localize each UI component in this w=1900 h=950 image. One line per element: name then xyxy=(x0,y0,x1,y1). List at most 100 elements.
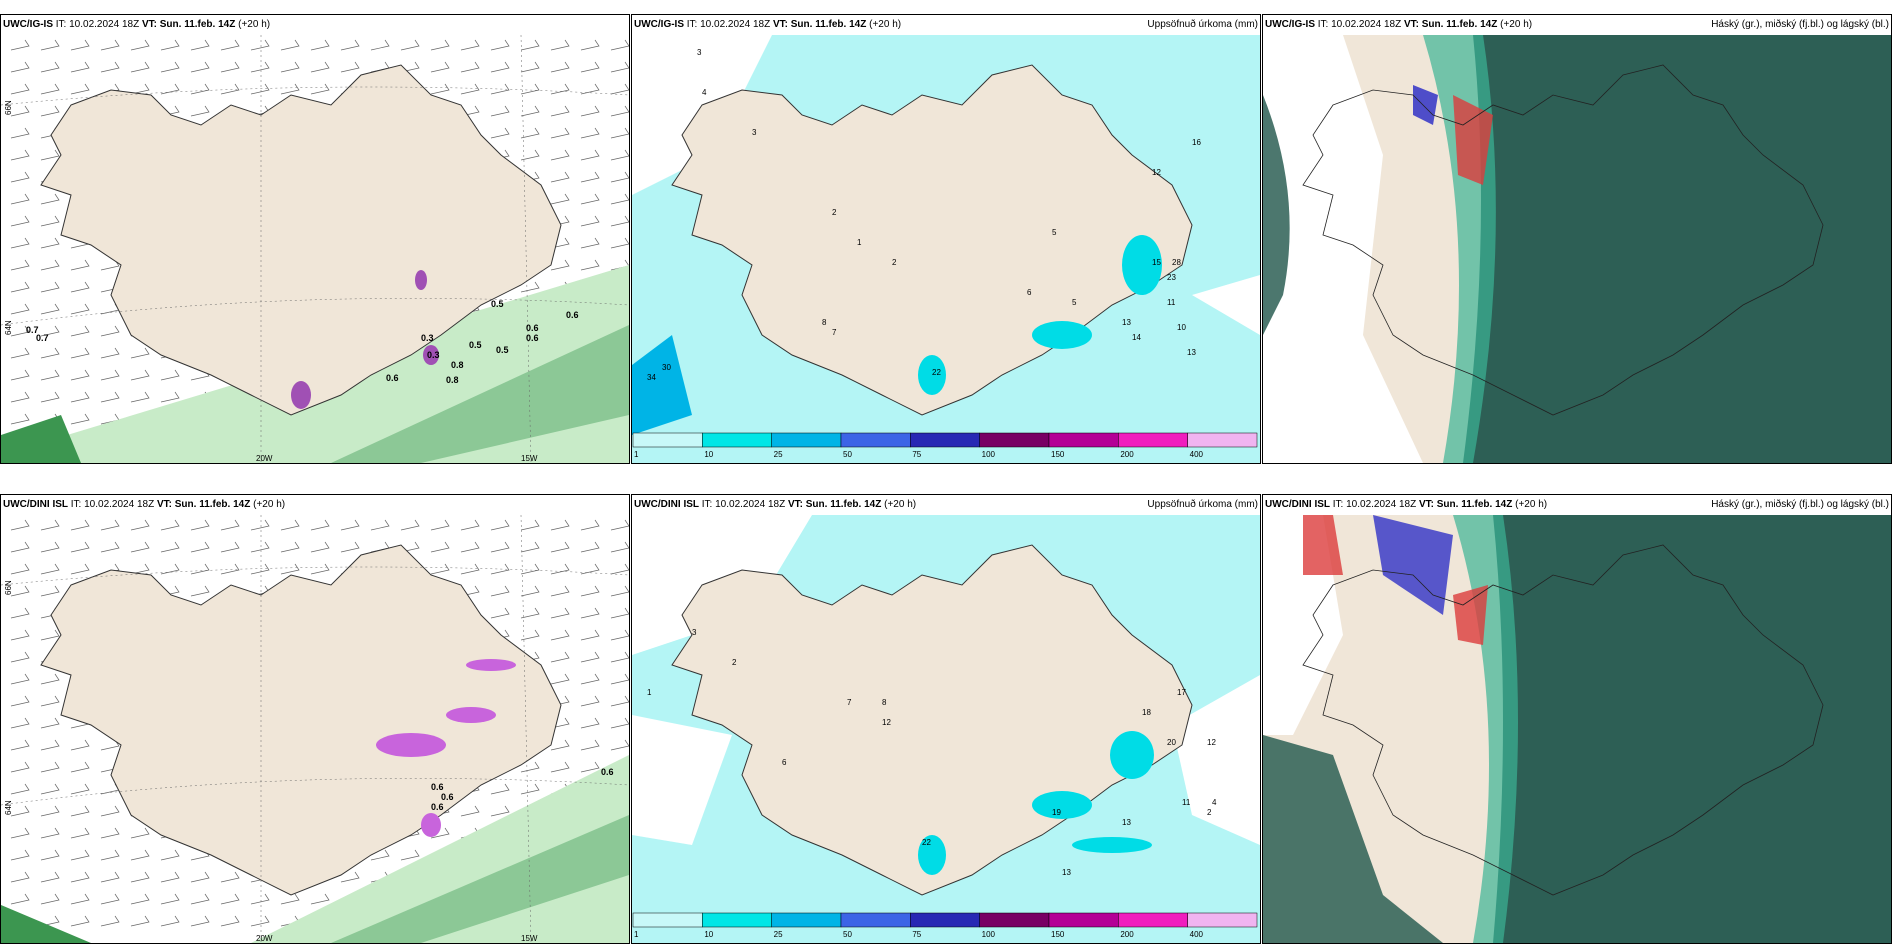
value-label: 13 xyxy=(1187,348,1196,357)
wind-barb xyxy=(40,585,60,597)
wind-barb xyxy=(370,519,390,531)
wind-barb xyxy=(160,541,180,553)
legend-swatch xyxy=(910,912,980,928)
wind-barb xyxy=(70,519,90,531)
cloud-map xyxy=(1263,515,1891,943)
wind-barb xyxy=(10,629,30,641)
wind-barb xyxy=(220,541,240,553)
legend-tick: 1 xyxy=(634,930,639,939)
panel-header: UWC/DINI ISL IT: 10.02.2024 18Z VT: Sun.… xyxy=(632,495,1260,515)
wind-barb xyxy=(610,215,629,227)
wind-barb xyxy=(580,171,600,183)
wind-barb xyxy=(610,39,629,51)
value-label: 0.7 xyxy=(26,325,39,335)
wind-barb xyxy=(130,541,150,553)
lon-label-20w: 20W xyxy=(256,454,273,463)
wind-barb xyxy=(10,695,30,707)
wind-barb xyxy=(580,629,600,641)
wind-barb xyxy=(40,259,60,271)
wind-barb xyxy=(190,105,210,117)
wind-barb xyxy=(550,629,570,641)
wind-barb xyxy=(520,563,540,575)
wind-barb xyxy=(100,871,120,883)
value-label: 4 xyxy=(1212,798,1217,807)
wind-barb xyxy=(400,39,420,51)
wind-barb xyxy=(610,237,629,249)
value-label: 1 xyxy=(857,238,862,247)
wind-barb xyxy=(40,563,60,575)
wind-barb xyxy=(10,171,30,183)
wind-barb xyxy=(40,193,60,205)
legend-swatch xyxy=(702,912,772,928)
wind-barb xyxy=(40,739,60,751)
wind-barb xyxy=(10,805,30,817)
iceland-land xyxy=(40,544,562,896)
wind-barb xyxy=(520,127,540,139)
wind-barb xyxy=(220,871,240,883)
wind-barb xyxy=(490,585,510,597)
wind-barb xyxy=(520,61,540,73)
wind-barb xyxy=(580,149,600,161)
wind-barb xyxy=(490,783,510,795)
wind-barb xyxy=(610,739,629,751)
snow-values: 0.60.60.60.6 xyxy=(431,767,614,812)
wind-barb xyxy=(130,871,150,883)
wind-barb xyxy=(160,563,180,575)
value-label: 2 xyxy=(1207,808,1212,817)
wind-barb xyxy=(610,171,629,183)
value-label: 19 xyxy=(1052,808,1061,817)
wind-barb xyxy=(10,259,30,271)
wind-barb xyxy=(10,237,30,249)
panel-igis-wind: UWC/IG-IS IT: 10.02.2024 18Z VT: Sun. 11… xyxy=(0,14,630,464)
wind-barb xyxy=(40,805,60,817)
wind-barb xyxy=(70,413,90,425)
wind-barb xyxy=(490,519,510,531)
wind-barb xyxy=(10,105,30,117)
wind-barb xyxy=(370,39,390,51)
lat-label-66n: 66N xyxy=(4,100,13,115)
wind-barb xyxy=(610,717,629,729)
iceland-outline xyxy=(1302,544,1824,896)
wind-barb xyxy=(100,369,120,381)
wind-barb xyxy=(10,717,30,729)
wind-barb xyxy=(40,717,60,729)
wind-barb xyxy=(250,563,270,575)
wind-barb xyxy=(460,805,480,817)
wind-barb xyxy=(70,871,90,883)
wind-barb xyxy=(460,39,480,51)
legend-swatch xyxy=(979,912,1050,928)
wind-barb xyxy=(40,347,60,359)
legend-tick: 50 xyxy=(843,930,852,939)
wind-barb xyxy=(280,541,300,553)
legend-tick: 25 xyxy=(774,930,783,939)
wind-barb xyxy=(130,915,150,927)
wind-barb xyxy=(10,193,30,205)
wind-barb xyxy=(490,805,510,817)
value-label: 0.8 xyxy=(451,360,464,370)
value-label: 7 xyxy=(832,328,837,337)
wind-barb xyxy=(70,259,90,271)
wind-barb xyxy=(10,651,30,663)
legend-tick: 10 xyxy=(704,450,713,459)
wind-barb xyxy=(160,915,180,927)
legend-tick: 150 xyxy=(1051,930,1065,939)
wind-barb xyxy=(100,39,120,51)
value-label: 5 xyxy=(1072,298,1077,307)
wind-barb xyxy=(550,193,570,205)
value-label: 11 xyxy=(1182,798,1191,807)
wind-barb xyxy=(580,761,600,773)
panel-header: UWC/DINI ISL IT: 10.02.2024 18Z VT: Sun.… xyxy=(1,495,629,515)
wind-barb xyxy=(10,783,30,795)
wind-barb xyxy=(280,61,300,73)
wind-barb xyxy=(310,519,330,531)
wind-barb xyxy=(520,541,540,553)
wind-barb xyxy=(610,61,629,73)
lon-label-15w: 15W xyxy=(521,934,538,943)
wind-barb xyxy=(580,105,600,117)
wind-barb xyxy=(550,739,570,751)
wind-barb xyxy=(10,83,30,95)
wind-barb xyxy=(250,541,270,553)
panel-dini-wind: UWC/DINI ISL IT: 10.02.2024 18Z VT: Sun.… xyxy=(0,494,630,944)
wind-barb xyxy=(520,39,540,51)
wind-barb xyxy=(280,563,300,575)
